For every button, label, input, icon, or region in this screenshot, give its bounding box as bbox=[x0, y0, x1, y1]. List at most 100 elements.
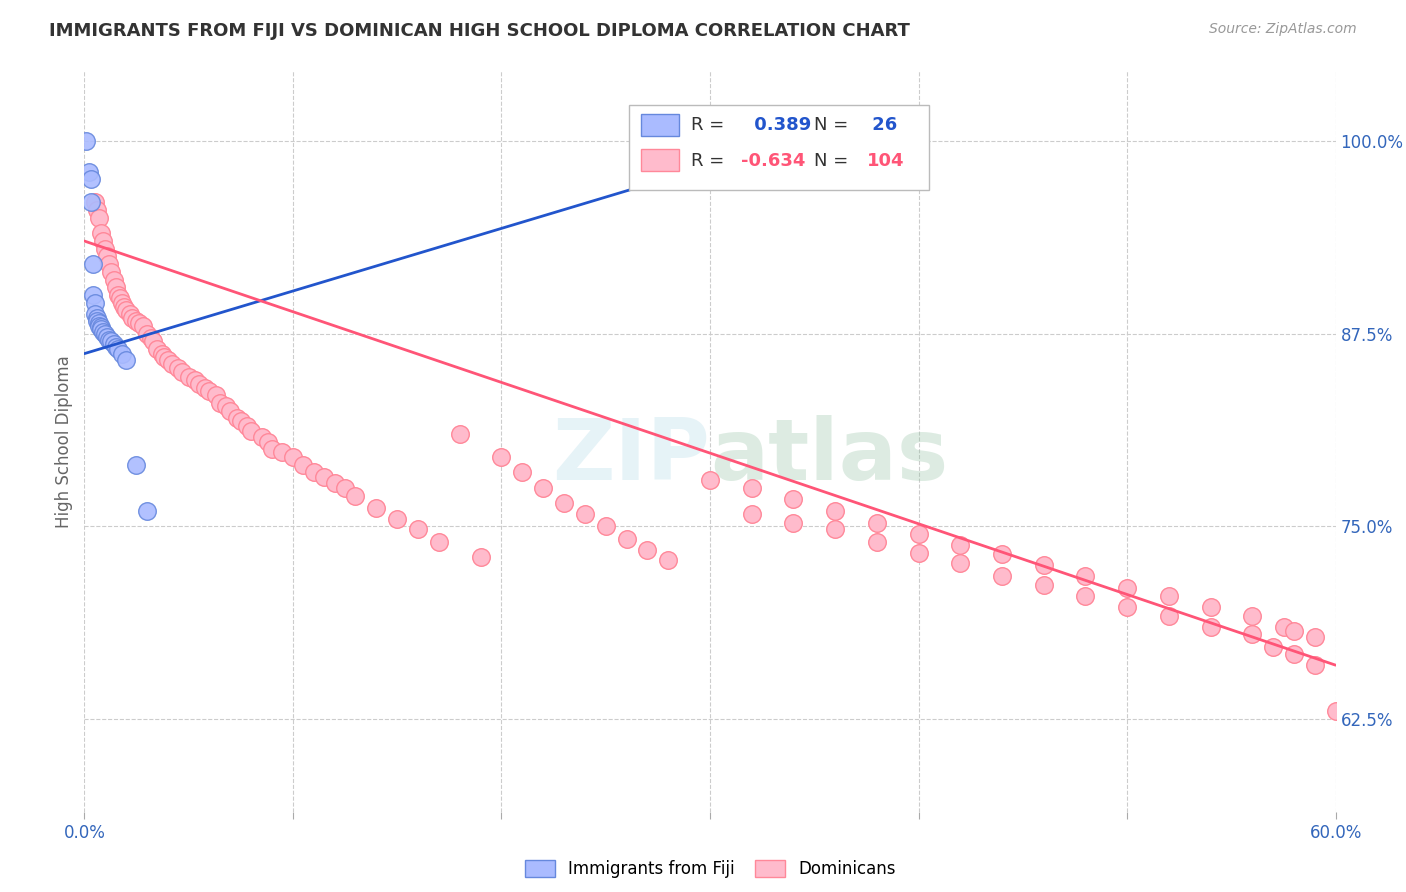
Point bbox=[194, 380, 217, 394]
Point bbox=[741, 507, 763, 521]
Point bbox=[314, 470, 336, 484]
Point bbox=[229, 415, 252, 429]
Point bbox=[1303, 658, 1326, 673]
Point bbox=[699, 473, 721, 487]
Text: R =: R = bbox=[692, 117, 730, 135]
Point bbox=[1116, 599, 1139, 614]
Text: 104: 104 bbox=[866, 152, 904, 170]
Point bbox=[782, 491, 804, 506]
Point bbox=[366, 500, 388, 515]
Text: ZIP: ZIP bbox=[553, 415, 710, 498]
Point bbox=[146, 342, 169, 356]
Point bbox=[125, 458, 148, 472]
Point bbox=[637, 542, 659, 557]
Point bbox=[949, 557, 972, 571]
Point bbox=[208, 396, 231, 410]
Point bbox=[553, 496, 575, 510]
Point bbox=[949, 538, 972, 552]
Point bbox=[215, 399, 238, 413]
Point bbox=[100, 265, 122, 279]
Point bbox=[184, 373, 207, 387]
Point bbox=[112, 301, 135, 315]
Point bbox=[120, 306, 142, 320]
Point bbox=[1074, 568, 1097, 582]
Point bbox=[782, 516, 804, 531]
Point bbox=[96, 249, 118, 263]
Point bbox=[292, 458, 315, 472]
Point bbox=[82, 288, 104, 302]
FancyBboxPatch shape bbox=[628, 104, 929, 190]
Point bbox=[595, 519, 617, 533]
Text: -0.634: -0.634 bbox=[741, 152, 806, 170]
Point bbox=[1241, 608, 1264, 623]
Point bbox=[198, 384, 221, 398]
Point bbox=[128, 316, 150, 330]
Text: N =: N = bbox=[814, 152, 853, 170]
Point bbox=[1157, 608, 1180, 623]
Point bbox=[824, 504, 846, 518]
Point bbox=[1032, 558, 1054, 572]
Text: 26: 26 bbox=[866, 117, 897, 135]
Point bbox=[107, 288, 129, 302]
Point bbox=[87, 211, 110, 225]
Point bbox=[1263, 640, 1285, 654]
Point bbox=[262, 442, 284, 457]
Point bbox=[136, 504, 159, 518]
Point bbox=[991, 547, 1014, 561]
Point bbox=[1324, 705, 1347, 719]
Point bbox=[98, 257, 121, 271]
Point bbox=[866, 534, 889, 549]
Point bbox=[1157, 589, 1180, 603]
Point bbox=[991, 568, 1014, 582]
Text: Source: ZipAtlas.com: Source: ZipAtlas.com bbox=[1209, 22, 1357, 37]
Point bbox=[333, 481, 356, 495]
Point bbox=[240, 424, 263, 438]
Point bbox=[531, 481, 554, 495]
Text: 0.389: 0.389 bbox=[748, 117, 811, 135]
Point bbox=[86, 314, 108, 328]
Point bbox=[406, 523, 429, 537]
Point bbox=[1032, 578, 1054, 592]
Point bbox=[470, 550, 492, 565]
Point bbox=[115, 303, 138, 318]
Text: IMMIGRANTS FROM FIJI VS DOMINICAN HIGH SCHOOL DIPLOMA CORRELATION CHART: IMMIGRANTS FROM FIJI VS DOMINICAN HIGH S… bbox=[49, 22, 910, 40]
Point bbox=[111, 346, 134, 360]
Point bbox=[87, 316, 110, 330]
Point bbox=[907, 527, 929, 541]
Point bbox=[107, 342, 129, 356]
Point bbox=[219, 403, 242, 417]
Point bbox=[344, 489, 367, 503]
Point bbox=[177, 369, 200, 384]
Point bbox=[100, 334, 122, 349]
Point bbox=[281, 450, 304, 464]
Point bbox=[512, 466, 534, 480]
Point bbox=[94, 326, 117, 341]
Point bbox=[449, 426, 471, 441]
Point bbox=[427, 534, 450, 549]
Point bbox=[121, 311, 143, 326]
Point bbox=[1199, 599, 1222, 614]
Point bbox=[86, 311, 108, 326]
Point bbox=[82, 257, 104, 271]
Point bbox=[741, 481, 763, 495]
Point bbox=[236, 419, 259, 434]
Point bbox=[302, 466, 325, 480]
Legend: Immigrants from Fiji, Dominicans: Immigrants from Fiji, Dominicans bbox=[517, 854, 903, 885]
Point bbox=[1199, 619, 1222, 633]
Point bbox=[77, 164, 100, 178]
Point bbox=[139, 331, 162, 345]
Point bbox=[91, 325, 114, 339]
Point bbox=[160, 358, 183, 372]
Point bbox=[132, 318, 155, 333]
Point bbox=[1116, 581, 1139, 595]
Point bbox=[83, 195, 105, 210]
Point bbox=[86, 203, 108, 218]
Point bbox=[1241, 627, 1264, 641]
Point bbox=[250, 430, 273, 444]
Y-axis label: High School Diploma: High School Diploma bbox=[55, 355, 73, 528]
Point bbox=[79, 172, 101, 186]
Point bbox=[104, 280, 127, 294]
Point bbox=[907, 546, 929, 560]
Text: atlas: atlas bbox=[710, 415, 948, 498]
Point bbox=[90, 227, 112, 241]
